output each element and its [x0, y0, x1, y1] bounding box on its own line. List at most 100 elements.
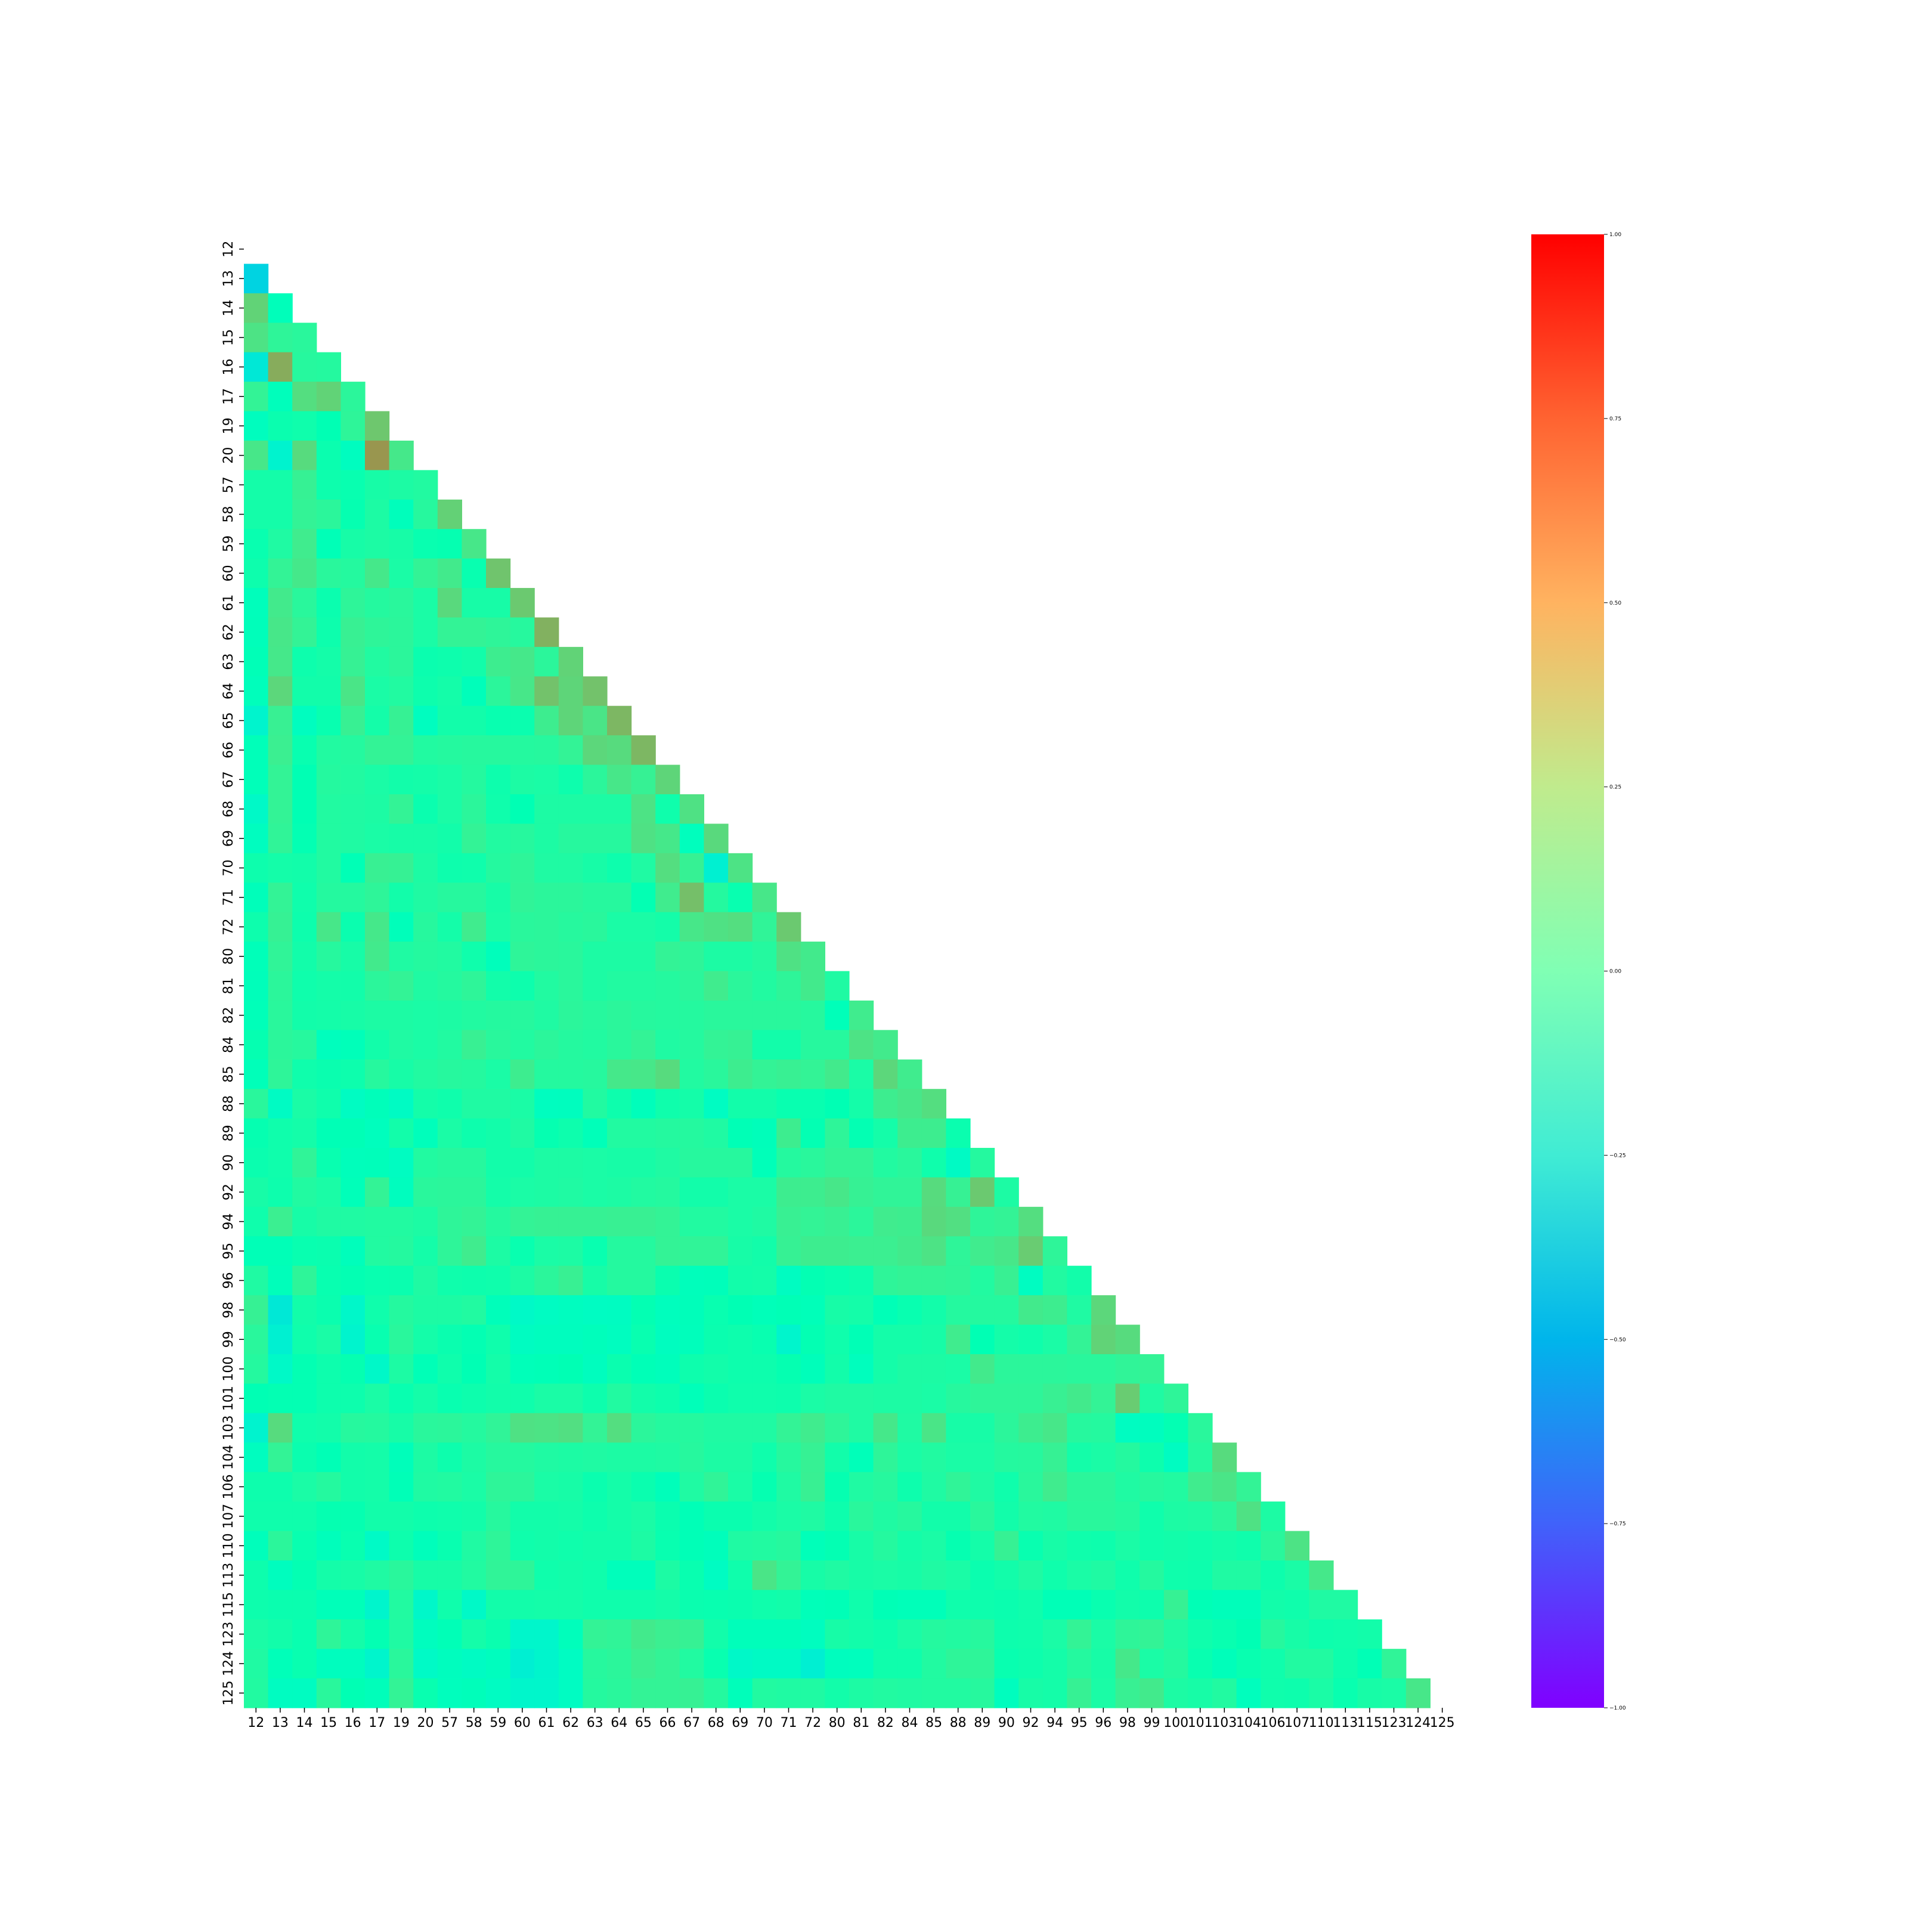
heatmap-cell-107-80	[825, 1501, 850, 1532]
heatmap-cell-71-15	[316, 883, 341, 913]
heatmap-cell-106-80	[825, 1472, 850, 1502]
heatmap-cell-69-63	[583, 823, 608, 854]
heatmap-cell-103-12	[244, 1413, 269, 1443]
heatmap-cell-89-60	[510, 1118, 535, 1148]
heatmap-cell-64-15	[316, 676, 341, 707]
heatmap-cell-84-82	[873, 1030, 898, 1060]
heatmap-cell-90-65	[631, 1148, 656, 1178]
heatmap-cell-65-59	[486, 705, 511, 736]
heatmap-cell-125-15	[316, 1678, 341, 1708]
heatmap-cell-113-92	[1018, 1560, 1044, 1590]
heatmap-cell-69-20	[413, 823, 438, 854]
heatmap-cell-107-19	[389, 1501, 414, 1532]
heatmap-cell-99-60	[510, 1324, 535, 1355]
heatmap-cell-69-64	[607, 823, 632, 854]
heatmap-cell-124-110	[1309, 1649, 1334, 1679]
heatmap-cell-68-16	[340, 794, 366, 824]
heatmap-cell-104-88	[946, 1442, 971, 1473]
heatmap-cell-89-82	[873, 1118, 898, 1148]
heatmap-cell-101-59	[486, 1383, 511, 1414]
heatmap-cell-100-82	[873, 1354, 898, 1384]
heatmap-cell-113-80	[825, 1560, 850, 1590]
heatmap-cell-103-84	[897, 1413, 922, 1443]
heatmap-cell-99-94	[1042, 1324, 1067, 1355]
heatmap-cell-66-14	[292, 735, 317, 766]
heatmap-cell-88-13	[268, 1089, 293, 1119]
heatmap-cell-100-65	[631, 1354, 656, 1384]
heatmap-cell-103-81	[849, 1413, 874, 1443]
heatmap-cell-82-17	[365, 1000, 390, 1030]
heatmap-cell-107-62	[558, 1501, 583, 1532]
heatmap-cell-100-62	[558, 1354, 583, 1384]
heatmap-cell-72-67	[679, 912, 704, 942]
heatmap-cell-92-19	[389, 1177, 414, 1208]
heatmap-cell-99-69	[728, 1324, 753, 1355]
heatmap-cell-84-60	[510, 1030, 535, 1060]
heatmap-cell-90-17	[365, 1148, 390, 1178]
heatmap-cell-101-66	[655, 1383, 680, 1414]
heatmap-cell-125-90	[994, 1678, 1019, 1708]
heatmap-cell-107-64	[607, 1501, 632, 1532]
heatmap-cell-125-60	[510, 1678, 535, 1708]
heatmap-cell-100-59	[486, 1354, 511, 1384]
heatmap-cell-88-85	[921, 1089, 946, 1119]
heatmap-cell-92-70	[752, 1177, 777, 1208]
heatmap-cell-57-17	[365, 470, 390, 500]
y-tick-label: 88	[221, 1095, 236, 1112]
heatmap-cell-103-58	[462, 1413, 487, 1443]
heatmap-cell-106-103	[1212, 1472, 1237, 1502]
heatmap-cell-94-63	[583, 1206, 608, 1237]
heatmap-cell-107-67	[679, 1501, 704, 1532]
heatmap-cell-107-101	[1188, 1501, 1213, 1532]
heatmap-cell-125-16	[340, 1678, 366, 1708]
x-tick-label: 82	[877, 1716, 894, 1730]
heatmap-cell-92-20	[413, 1177, 438, 1208]
heatmap-cell-123-72	[800, 1619, 825, 1649]
heatmap-cell-81-66	[655, 971, 680, 1001]
heatmap-cell-71-62	[558, 883, 583, 913]
heatmap-cell-124-58	[462, 1649, 487, 1679]
heatmap-cell-90-68	[704, 1148, 729, 1178]
heatmap-cell-63-60	[510, 646, 535, 677]
heatmap-cell-96-66	[655, 1265, 680, 1296]
heatmap-cell-68-14	[292, 794, 317, 824]
heatmap-cell-96-81	[849, 1265, 874, 1296]
heatmap-cell-88-84	[897, 1089, 922, 1119]
heatmap-cell-92-71	[776, 1177, 801, 1208]
heatmap-cell-115-63	[583, 1590, 608, 1620]
heatmap-cell-115-16	[340, 1590, 366, 1620]
heatmap-cell-84-16	[340, 1030, 366, 1060]
heatmap-cell-124-89	[970, 1649, 995, 1679]
heatmap-cell-61-60	[510, 588, 535, 618]
heatmap-cell-124-104	[1236, 1649, 1261, 1679]
heatmap-cell-88-61	[534, 1089, 559, 1119]
heatmap-cell-115-17	[365, 1590, 390, 1620]
heatmap-cell-107-14	[292, 1501, 317, 1532]
heatmap-cell-17-15	[316, 382, 341, 412]
heatmap-cell-98-16	[340, 1295, 366, 1326]
heatmap-cell-123-107	[1284, 1619, 1309, 1649]
heatmap-cell-62-60	[510, 617, 535, 648]
heatmap-cell-66-64	[607, 735, 632, 766]
heatmap-cell-71-65	[631, 883, 656, 913]
heatmap-cell-125-64	[607, 1678, 632, 1708]
heatmap-cell-98-57	[437, 1295, 462, 1326]
heatmap-cell-113-16	[340, 1560, 366, 1590]
heatmap-cell-124-123	[1382, 1649, 1407, 1679]
heatmap-cell-71-16	[340, 883, 366, 913]
y-tick-label: 81	[221, 977, 236, 994]
heatmap-cell-72-19	[389, 912, 414, 942]
heatmap-cell-101-100	[1163, 1383, 1188, 1414]
heatmap-cell-70-58	[462, 853, 487, 883]
heatmap-cell-115-69	[728, 1590, 753, 1620]
heatmap-cell-95-90	[994, 1236, 1019, 1267]
x-tick-label: 69	[732, 1716, 748, 1730]
heatmap-cell-103-65	[631, 1413, 656, 1443]
heatmap-cell-57-19	[389, 470, 414, 500]
heatmap-cell-107-85	[921, 1501, 946, 1532]
heatmap-cell-107-82	[873, 1501, 898, 1532]
heatmap-cell-61-58	[462, 588, 487, 618]
heatmap-cell-95-13	[268, 1236, 293, 1267]
heatmap-cell-99-85	[921, 1324, 946, 1355]
heatmap-cell-113-95	[1067, 1560, 1092, 1590]
